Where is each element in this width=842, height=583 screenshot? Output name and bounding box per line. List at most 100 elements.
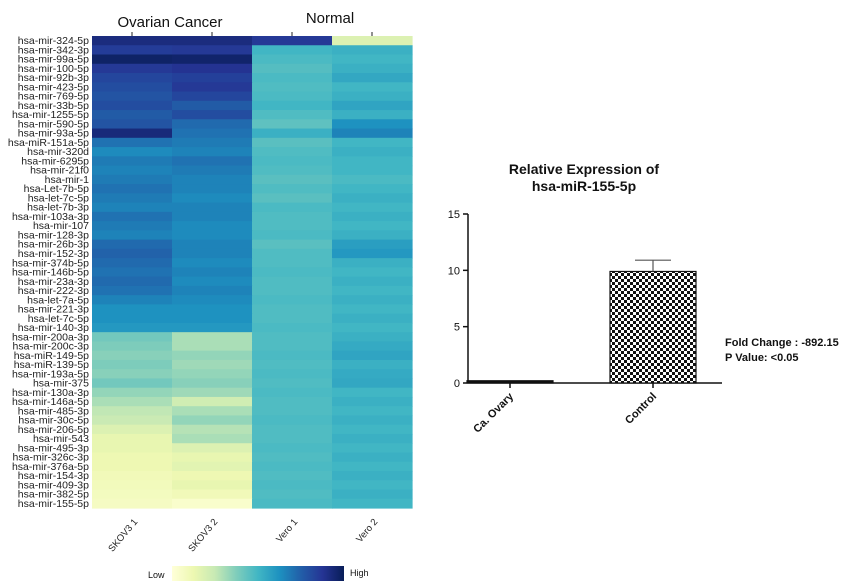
- heatmap-cell: [332, 174, 413, 185]
- heatmap-cell: [252, 128, 333, 139]
- heatmap-cell: [332, 489, 413, 500]
- row-label: hsa-mir-221-3p: [18, 304, 89, 316]
- heatmap-cell: [252, 137, 333, 148]
- heatmap-cell: [92, 45, 173, 56]
- heatmap-cell: [252, 276, 333, 287]
- row-label: hsa-mir-376a-5p: [12, 461, 89, 473]
- row-label: hsa-mir-6295p: [21, 155, 89, 167]
- heatmap-cell: [252, 211, 333, 222]
- colorbar: Low High: [148, 566, 369, 581]
- column-label: SKOV3 1: [106, 517, 140, 554]
- heatmap-cell: [92, 452, 173, 463]
- heatmap-cell: [172, 406, 253, 417]
- row-label: hsa-mir-200c-3p: [13, 341, 90, 353]
- heatmap-cell: [332, 100, 413, 111]
- row-label: hsa-mir-146b-5p: [12, 267, 89, 279]
- heatmap-cell: [172, 239, 253, 250]
- heatmap-cell: [92, 63, 173, 74]
- heatmap-cell: [332, 73, 413, 83]
- heatmap-cell: [252, 443, 333, 454]
- heatmap-cell: [332, 45, 413, 56]
- row-label: hsa-let-7a-5p: [27, 294, 89, 306]
- heatmap-cell: [172, 350, 253, 361]
- heatmap-cell: [172, 285, 253, 296]
- heatmap-cell: [92, 202, 173, 213]
- heatmap-cell: [92, 498, 173, 509]
- heatmap-cell: [172, 341, 253, 352]
- heatmap-cell: [252, 193, 333, 204]
- heatmap-cell: [332, 452, 413, 463]
- heatmap-cell: [252, 406, 333, 417]
- heatmap-cell: [92, 54, 173, 65]
- heatmap-cell: [252, 248, 333, 259]
- heatmap-cell: [92, 304, 173, 315]
- row-label: hsa-mir-590-5p: [18, 118, 89, 130]
- column-labels: SKOV3 1 SKOV3 2 Vero 1 Vero 2: [106, 517, 380, 554]
- heatmap-cell: [92, 276, 173, 287]
- colorbar-high-label: High: [350, 568, 369, 578]
- group-label-normal: Normal: [306, 10, 354, 27]
- heatmap-cell: [172, 193, 253, 204]
- p-value-annotation: P Value: <0.05: [725, 352, 799, 364]
- heatmap-cell: [172, 54, 253, 65]
- heatmap-cell: [92, 387, 173, 398]
- row-label: hsa-mir-154-3p: [18, 470, 89, 482]
- heatmap-cell: [332, 415, 413, 426]
- row-label: hsa-mir-92b-3p: [18, 72, 89, 84]
- heatmap-cell: [172, 100, 253, 111]
- heatmap-cell: [172, 443, 253, 454]
- heatmap-cell: [172, 248, 253, 259]
- heatmap-cell: [252, 147, 333, 157]
- row-label: hsa-mir-485-3p: [18, 405, 89, 417]
- row-label: hsa-mir-222-3p: [18, 285, 89, 297]
- heatmap-cell: [92, 443, 173, 454]
- heatmap-cell: [332, 396, 413, 407]
- row-label: hsa-mir-107: [33, 220, 89, 232]
- heatmap-cell: [92, 73, 173, 83]
- heatmap-cell: [332, 406, 413, 417]
- heatmap-cell: [172, 359, 253, 370]
- row-label: hsa-mir-193a-5p: [12, 368, 89, 380]
- heatmap-cell: [252, 73, 333, 83]
- row-label: hsa-mir-128-3p: [18, 229, 89, 241]
- heatmap-cell: [332, 313, 413, 324]
- y-tick-label: 5: [454, 322, 460, 334]
- bar-ca-ovary: [466, 380, 554, 384]
- heatmap-cell: [172, 73, 253, 83]
- heatmap-cell: [172, 313, 253, 324]
- row-label: hsa-mir-543: [33, 433, 89, 445]
- row-label: hsa-miR-149-5p: [14, 350, 89, 362]
- heatmap-cell: [92, 332, 173, 343]
- heatmap-cell: [252, 313, 333, 324]
- fold-change-annotation: Fold Change : -892.15: [725, 337, 839, 349]
- bar-chart: Relative Expression of hsa-miR-155-5p 0 5…: [448, 161, 839, 435]
- heatmap-cell: [252, 36, 333, 46]
- x-axis-labels: Ca. Ovary Control: [471, 383, 659, 435]
- row-label: hsa-mir-21f0: [30, 165, 89, 177]
- heatmap-cell: [92, 221, 173, 231]
- heatmap-cell: [92, 119, 173, 130]
- heatmap-cell: [92, 378, 173, 389]
- row-label: hsa-miR-139-5p: [14, 359, 89, 371]
- row-label: hsa-mir-382-5p: [18, 489, 89, 501]
- column-label: Vero 2: [354, 517, 380, 545]
- heatmap-cell: [332, 350, 413, 361]
- heatmap-cell: [252, 100, 333, 111]
- heatmap-cell: [332, 498, 413, 509]
- y-tick-label: 10: [448, 265, 460, 277]
- row-label: hsa-mir-99a-5p: [18, 54, 89, 66]
- heatmap-cell: [332, 239, 413, 250]
- bar-chart-title-line2: hsa-miR-155-5p: [532, 178, 636, 194]
- heatmap-cell: [172, 45, 253, 56]
- row-label: hsa-mir-26b-3p: [18, 239, 89, 251]
- heatmap-cell: [252, 184, 333, 194]
- heatmap-cell: [252, 433, 333, 444]
- heatmap-cell: [172, 63, 253, 74]
- heatmap-cell: [332, 221, 413, 231]
- heatmap-cell: [172, 156, 253, 167]
- heatmap-cell: [332, 304, 413, 315]
- heatmap-cell: [92, 433, 173, 444]
- heatmap-cell: [252, 267, 333, 278]
- heatmap-cell: [332, 147, 413, 157]
- row-label: hsa-mir-375: [33, 378, 89, 390]
